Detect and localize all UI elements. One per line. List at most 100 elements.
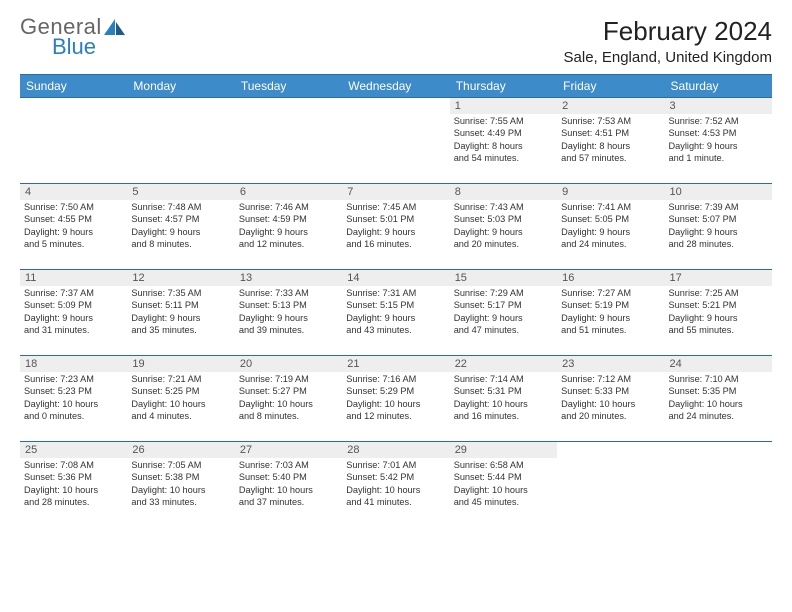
daylight-line-2: and 24 minutes. [561,238,660,250]
calendar-day-cell: 15Sunrise: 7:29 AMSunset: 5:17 PMDayligh… [450,270,557,356]
calendar-day-cell: 14Sunrise: 7:31 AMSunset: 5:15 PMDayligh… [342,270,449,356]
sunrise-line: Sunrise: 7:35 AM [131,287,230,299]
calendar-week-row: 18Sunrise: 7:23 AMSunset: 5:23 PMDayligh… [20,356,772,442]
daylight-line-1: Daylight: 9 hours [669,226,768,238]
sunset-line: Sunset: 5:29 PM [346,385,445,397]
daylight-line-1: Daylight: 10 hours [24,398,123,410]
daylight-line-2: and 16 minutes. [454,410,553,422]
sunrise-line: Sunrise: 6:58 AM [454,459,553,471]
sunset-line: Sunset: 5:23 PM [24,385,123,397]
daylight-line-1: Daylight: 9 hours [239,312,338,324]
calendar-day-cell: 2Sunrise: 7:53 AMSunset: 4:51 PMDaylight… [557,98,664,184]
day-number: 1 [450,98,557,114]
calendar-day-cell: 27Sunrise: 7:03 AMSunset: 5:40 PMDayligh… [235,442,342,528]
sunrise-line: Sunrise: 7:41 AM [561,201,660,213]
daylight-line-1: Daylight: 9 hours [239,226,338,238]
day-number: 25 [20,442,127,458]
day-details: Sunrise: 7:16 AMSunset: 5:29 PMDaylight:… [342,372,449,425]
weekday-header: Wednesday [342,75,449,98]
daylight-line-2: and 1 minute. [669,152,768,164]
sunrise-line: Sunrise: 7:08 AM [24,459,123,471]
location: Sale, England, United Kingdom [564,49,772,66]
calendar-day-cell: 18Sunrise: 7:23 AMSunset: 5:23 PMDayligh… [20,356,127,442]
daylight-line-1: Daylight: 8 hours [454,140,553,152]
calendar-day-cell: 24Sunrise: 7:10 AMSunset: 5:35 PMDayligh… [665,356,772,442]
day-details: Sunrise: 7:37 AMSunset: 5:09 PMDaylight:… [20,286,127,339]
calendar-day-cell: 6Sunrise: 7:46 AMSunset: 4:59 PMDaylight… [235,184,342,270]
day-details: Sunrise: 7:19 AMSunset: 5:27 PMDaylight:… [235,372,342,425]
calendar-table: SundayMondayTuesdayWednesdayThursdayFrid… [20,75,772,528]
sunrise-line: Sunrise: 7:29 AM [454,287,553,299]
day-number: 29 [450,442,557,458]
day-details: Sunrise: 7:29 AMSunset: 5:17 PMDaylight:… [450,286,557,339]
calendar-day-cell: 26Sunrise: 7:05 AMSunset: 5:38 PMDayligh… [127,442,234,528]
sunset-line: Sunset: 5:09 PM [24,299,123,311]
day-number: 21 [342,356,449,372]
calendar-day-cell [235,98,342,184]
logo-text-blue: Blue [52,36,126,58]
sunset-line: Sunset: 5:25 PM [131,385,230,397]
daylight-line-1: Daylight: 9 hours [669,140,768,152]
logo: General Blue [20,16,126,58]
day-details: Sunrise: 7:08 AMSunset: 5:36 PMDaylight:… [20,458,127,511]
weekday-header: Sunday [20,75,127,98]
day-number: 18 [20,356,127,372]
calendar-day-cell: 16Sunrise: 7:27 AMSunset: 5:19 PMDayligh… [557,270,664,356]
weekday-header: Monday [127,75,234,98]
sunrise-line: Sunrise: 7:10 AM [669,373,768,385]
daylight-line-2: and 55 minutes. [669,324,768,336]
daylight-line-2: and 54 minutes. [454,152,553,164]
calendar-day-cell [127,98,234,184]
sunset-line: Sunset: 4:57 PM [131,213,230,225]
daylight-line-2: and 8 minutes. [239,410,338,422]
calendar-day-cell: 22Sunrise: 7:14 AMSunset: 5:31 PMDayligh… [450,356,557,442]
calendar-day-cell: 11Sunrise: 7:37 AMSunset: 5:09 PMDayligh… [20,270,127,356]
day-number: 2 [557,98,664,114]
day-number: 9 [557,184,664,200]
day-details: Sunrise: 7:21 AMSunset: 5:25 PMDaylight:… [127,372,234,425]
daylight-line-1: Daylight: 10 hours [454,484,553,496]
day-details: Sunrise: 7:14 AMSunset: 5:31 PMDaylight:… [450,372,557,425]
sunrise-line: Sunrise: 7:19 AM [239,373,338,385]
daylight-line-1: Daylight: 9 hours [24,226,123,238]
sunset-line: Sunset: 5:03 PM [454,213,553,225]
calendar-week-row: 11Sunrise: 7:37 AMSunset: 5:09 PMDayligh… [20,270,772,356]
calendar-day-cell: 12Sunrise: 7:35 AMSunset: 5:11 PMDayligh… [127,270,234,356]
sunrise-line: Sunrise: 7:43 AM [454,201,553,213]
calendar-day-cell: 10Sunrise: 7:39 AMSunset: 5:07 PMDayligh… [665,184,772,270]
daylight-line-1: Daylight: 9 hours [346,312,445,324]
header: General Blue February 2024 Sale, England… [20,16,772,66]
day-number: 7 [342,184,449,200]
calendar-day-cell: 3Sunrise: 7:52 AMSunset: 4:53 PMDaylight… [665,98,772,184]
sunrise-line: Sunrise: 7:21 AM [131,373,230,385]
sunset-line: Sunset: 5:01 PM [346,213,445,225]
daylight-line-1: Daylight: 10 hours [239,398,338,410]
logo-sail-icon [104,19,126,35]
sunrise-line: Sunrise: 7:05 AM [131,459,230,471]
day-number: 15 [450,270,557,286]
day-number: 26 [127,442,234,458]
daylight-line-1: Daylight: 9 hours [24,312,123,324]
day-number: 14 [342,270,449,286]
day-details: Sunrise: 7:25 AMSunset: 5:21 PMDaylight:… [665,286,772,339]
day-details: Sunrise: 7:43 AMSunset: 5:03 PMDaylight:… [450,200,557,253]
daylight-line-2: and 5 minutes. [24,238,123,250]
daylight-line-2: and 20 minutes. [454,238,553,250]
weekday-header-row: SundayMondayTuesdayWednesdayThursdayFrid… [20,75,772,98]
title-block: February 2024 Sale, England, United King… [564,16,772,66]
daylight-line-2: and 16 minutes. [346,238,445,250]
daylight-line-1: Daylight: 9 hours [561,312,660,324]
weekday-header: Saturday [665,75,772,98]
sunset-line: Sunset: 5:36 PM [24,471,123,483]
day-number: 8 [450,184,557,200]
day-number: 17 [665,270,772,286]
calendar-day-cell: 8Sunrise: 7:43 AMSunset: 5:03 PMDaylight… [450,184,557,270]
sunrise-line: Sunrise: 7:27 AM [561,287,660,299]
sunrise-line: Sunrise: 7:14 AM [454,373,553,385]
day-number: 3 [665,98,772,114]
calendar-day-cell: 1Sunrise: 7:55 AMSunset: 4:49 PMDaylight… [450,98,557,184]
daylight-line-1: Daylight: 10 hours [561,398,660,410]
sunset-line: Sunset: 5:19 PM [561,299,660,311]
day-details: Sunrise: 7:50 AMSunset: 4:55 PMDaylight:… [20,200,127,253]
calendar-day-cell: 29Sunrise: 6:58 AMSunset: 5:44 PMDayligh… [450,442,557,528]
